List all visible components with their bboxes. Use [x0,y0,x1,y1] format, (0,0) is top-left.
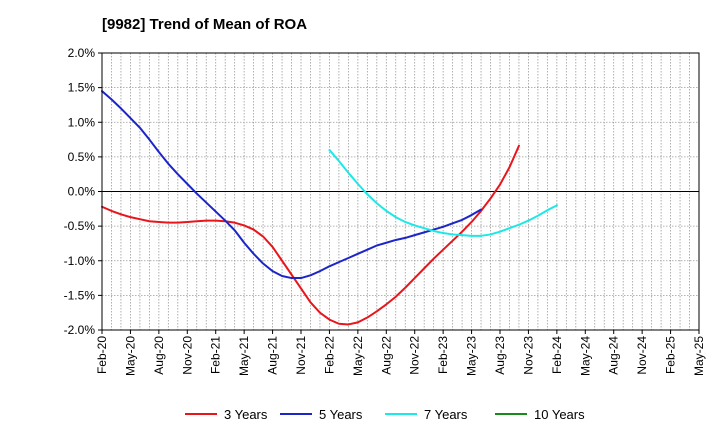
x-tick-label: Nov-22 [408,336,422,375]
x-tick-label: Feb-23 [436,336,450,374]
y-tick-label: 2.0% [68,46,96,60]
y-tick-label: 0.0% [68,185,96,199]
x-tick-label: Nov-20 [180,336,194,375]
y-tick-label: -0.5% [64,219,96,233]
y-tick-label: 1.0% [68,115,96,129]
x-tick-label: Nov-24 [635,336,649,375]
x-tick-label: Feb-25 [664,336,678,374]
x-tick-label: Aug-20 [152,336,166,375]
series-lines [101,90,558,326]
x-tick-label: May-21 [237,336,251,376]
legend-label: 10 Years [534,407,585,422]
grid [102,53,699,330]
x-tick-label: Feb-20 [95,336,109,374]
legend-label: 3 Years [224,407,268,422]
x-tick-label: Aug-24 [607,336,621,375]
y-tick-label: -1.5% [64,288,96,302]
x-tick-label: May-20 [123,336,137,376]
legend-label: 7 Years [424,407,468,422]
x-tick-label: Aug-22 [379,336,393,375]
series-line-3-years [101,144,520,326]
x-tick-label: Feb-24 [550,336,564,374]
x-tick-label: May-24 [578,336,592,376]
y-axis-ticks: 2.0% 1.5% 1.0% 0.5% 0.0% -0.5% -1.0% -1.5% -2.0% [64,46,102,337]
y-tick-label: 0.5% [68,150,96,164]
x-tick-label: Aug-23 [493,336,507,375]
y-tick-label: -1.0% [64,254,96,268]
x-tick-label: May-25 [692,336,706,376]
series-line-7-years [328,148,558,237]
series-line-5-years [101,90,483,280]
x-tick-label: Aug-21 [266,336,280,375]
legend: 3 Years 5 Years 7 Years 10 Years [185,407,585,422]
x-tick-label: Feb-22 [322,336,336,374]
y-tick-label: -2.0% [64,323,96,337]
chart-title: [9982] Trend of Mean of ROA [102,16,307,33]
x-tick-label: Nov-23 [521,336,535,375]
x-tick-label: Feb-21 [209,336,223,374]
x-axis-ticks: Feb-20 May-20 Aug-20 Nov-20 Feb-21 May-21 Aug-… [95,330,706,376]
x-tick-label: May-22 [351,336,365,376]
legend-label: 5 Years [319,407,363,422]
x-tick-label: Nov-21 [294,336,308,375]
y-tick-label: 1.5% [68,81,96,95]
x-tick-label: May-23 [465,336,479,376]
